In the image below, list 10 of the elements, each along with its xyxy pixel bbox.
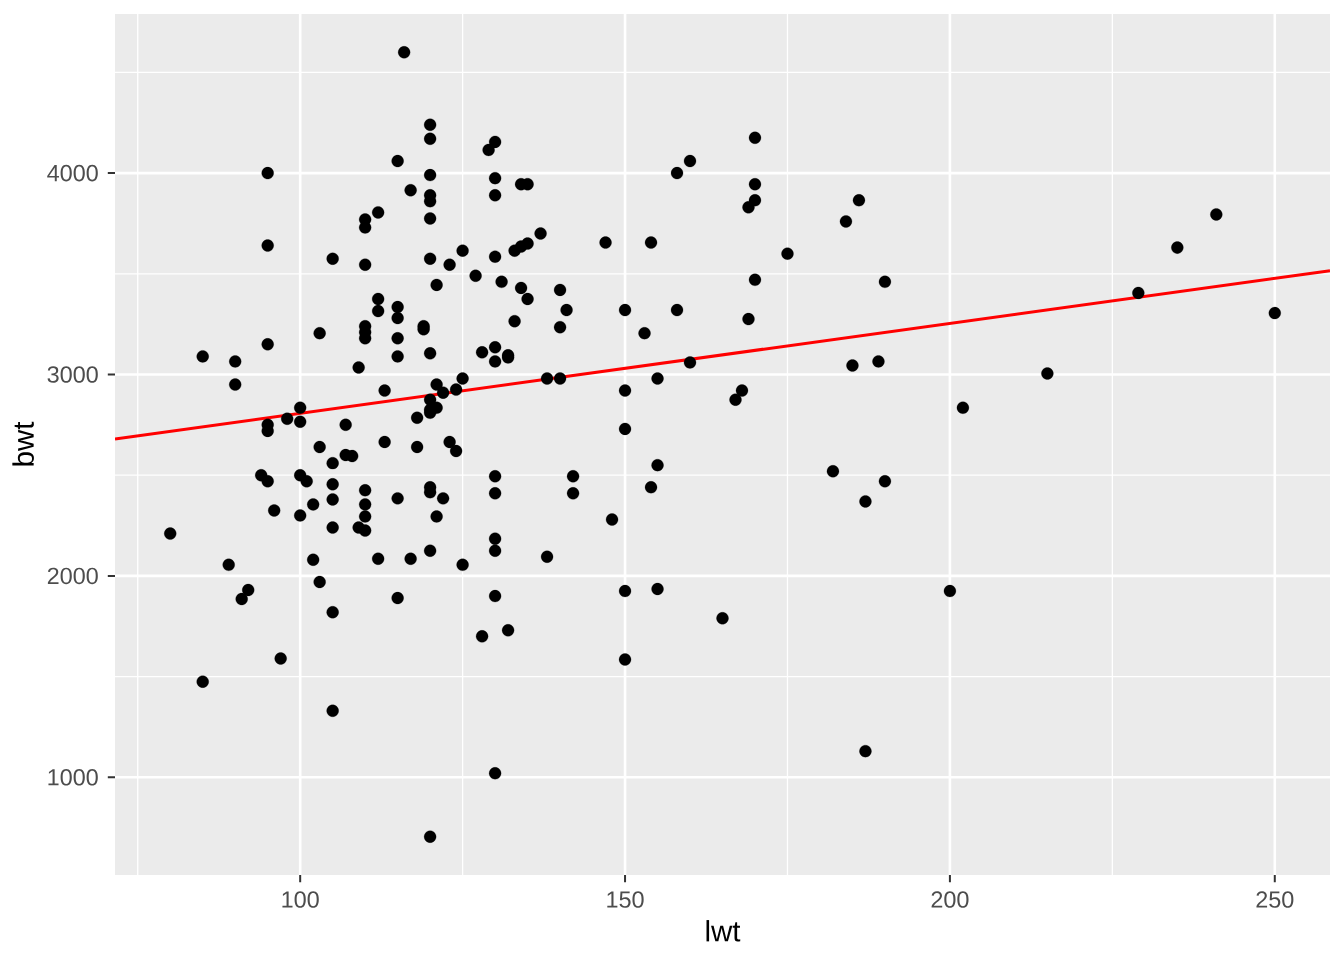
y-tick-label: 2000 xyxy=(47,567,98,585)
y-tick-label: 1000 xyxy=(48,769,98,786)
y-tick-label: 4000 xyxy=(47,164,98,182)
x-tick-label: 200 xyxy=(931,891,969,908)
x-tick-label: 150 xyxy=(607,891,644,908)
y-axis-title: bwt xyxy=(12,421,34,466)
x-tick-label: 250 xyxy=(1256,891,1294,908)
x-axis-title: lwt xyxy=(706,920,741,942)
y-tick-label: 3000 xyxy=(47,366,98,383)
x-tick-label: 100 xyxy=(282,891,319,908)
